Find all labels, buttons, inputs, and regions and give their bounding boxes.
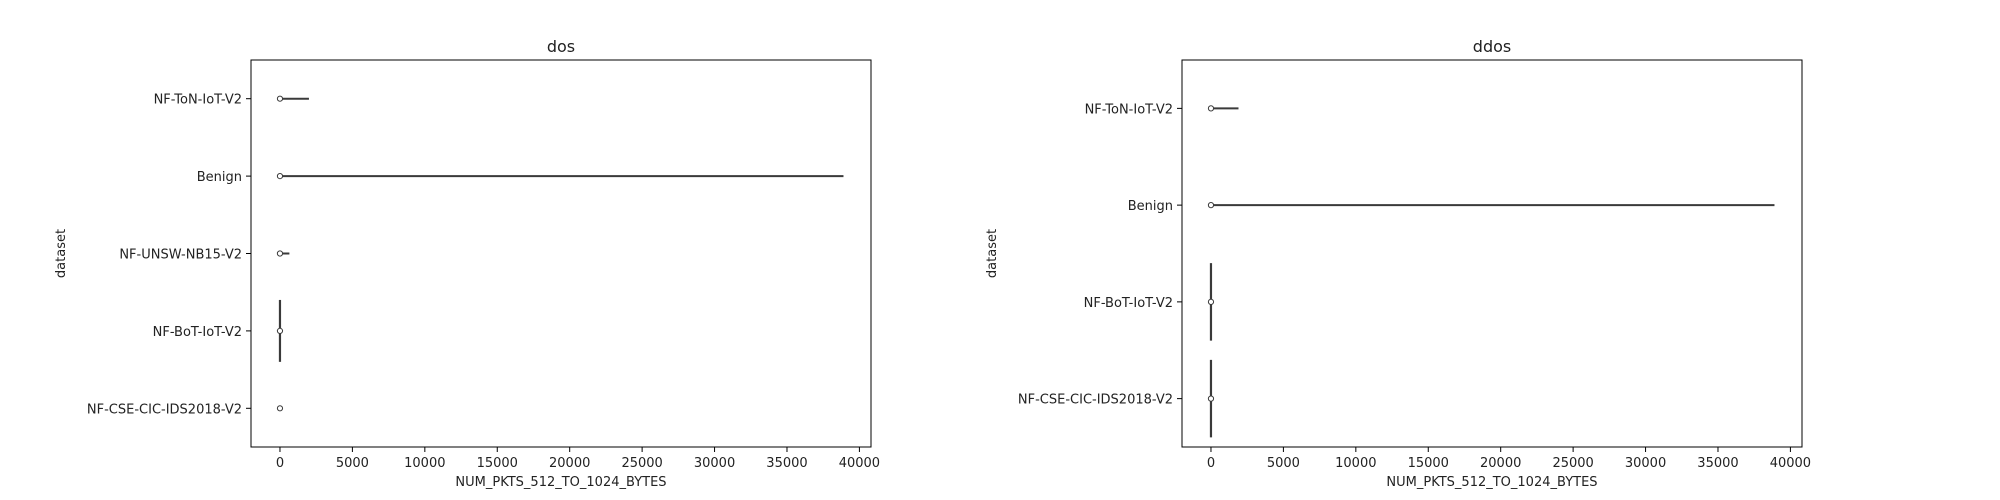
x-tick-label: 20000 — [549, 456, 590, 471]
violin-NF-BoT-IoT-V2 — [276, 299, 284, 362]
chart-panel-dos: dos 0 5000 10000 15000 20000 25000 30000 35000 40… — [54, 37, 880, 490]
chart-title: dos — [547, 37, 575, 56]
y-tick-label: NF-ToN-IoT-V2 — [154, 93, 242, 108]
median-marker — [276, 250, 284, 257]
x-tick-label: 35000 — [766, 456, 807, 471]
median-marker — [276, 327, 284, 334]
y-tick-label: NF-BoT-IoT-V2 — [1084, 296, 1173, 311]
violin-NF-ToN-IoT-V2 — [1207, 105, 1239, 112]
x-tick-label: 25000 — [621, 456, 662, 471]
median-marker — [276, 173, 284, 180]
plot-frame — [250, 59, 872, 448]
y-tick-label: NF-UNSW-NB15-V2 — [119, 248, 242, 263]
y-tick-label: Benign — [1128, 199, 1173, 214]
y-tick-label: NF-ToN-IoT-V2 — [1085, 102, 1173, 117]
x-tick-label: 10000 — [404, 456, 445, 471]
median-marker — [1207, 105, 1215, 112]
y-tick-label: Benign — [197, 170, 242, 185]
x-tick-label: 40000 — [839, 456, 880, 471]
x-tick-label: 30000 — [1625, 456, 1666, 471]
violin-Benign — [1207, 202, 1775, 209]
x-tick-label: 0 — [1207, 456, 1215, 471]
violin-NF-BoT-IoT-V2 — [1207, 263, 1215, 341]
median-marker — [276, 405, 284, 412]
violin-NF-UNSW-NB15-V2 — [276, 250, 290, 257]
x-tick-label: 5000 — [1267, 456, 1300, 471]
x-tick-label: 10000 — [1335, 456, 1376, 471]
x-tick-label: 25000 — [1552, 456, 1593, 471]
x-axis-label: NUM_PKTS_512_TO_1024_BYTES — [455, 475, 666, 490]
x-tick-label: 5000 — [336, 456, 369, 471]
x-tick-label: 15000 — [1408, 456, 1449, 471]
plot-frame — [1181, 59, 1803, 448]
chart-title: ddos — [1473, 37, 1511, 56]
x-tick-label: 15000 — [477, 456, 518, 471]
median-marker — [1207, 395, 1215, 402]
y-tick-label: NF-CSE-CIC-IDS2018-V2 — [1018, 393, 1173, 408]
median-marker — [1207, 202, 1215, 209]
y-axis-label: dataset — [54, 229, 69, 278]
violin-NF-CSE-CIC-IDS2018-V2 — [276, 405, 284, 412]
x-tick-label: 35000 — [1697, 456, 1738, 471]
y-tick-label: NF-BoT-IoT-V2 — [153, 325, 242, 340]
x-tick-label: 0 — [276, 456, 284, 471]
violin-Benign — [276, 173, 844, 180]
x-axis-label: NUM_PKTS_512_TO_1024_BYTES — [1386, 475, 1597, 490]
violin-NF-CSE-CIC-IDS2018-V2 — [1207, 359, 1215, 438]
median-marker — [1207, 298, 1215, 305]
x-tick-label: 20000 — [1480, 456, 1521, 471]
violin-NF-ToN-IoT-V2 — [276, 95, 309, 102]
y-axis-label: dataset — [985, 229, 1000, 278]
x-tick-label: 30000 — [694, 456, 735, 471]
chart-panel-ddos: ddos 0 5000 10000 15000 20000 25000 30000 35000 4… — [985, 37, 1811, 490]
median-marker — [276, 95, 284, 102]
x-tick-label: 40000 — [1770, 456, 1811, 471]
y-tick-label: NF-CSE-CIC-IDS2018-V2 — [87, 402, 242, 417]
